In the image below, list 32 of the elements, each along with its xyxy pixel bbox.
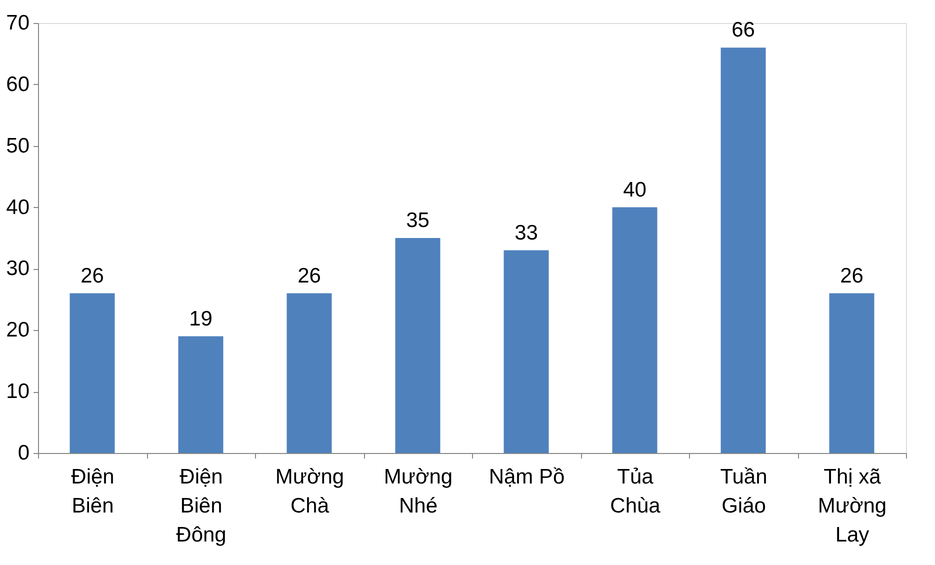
- y-tick-label: 60: [6, 72, 30, 96]
- data-label: 35: [406, 209, 430, 232]
- y-tick-label: 10: [6, 380, 30, 404]
- data-label: 26: [298, 264, 321, 288]
- x-tick-label: Thị xã Mường Lay: [818, 466, 887, 546]
- x-tick-label: Điện Biên Đông: [176, 466, 226, 546]
- x-tick-label: Điện Biên: [71, 466, 114, 518]
- data-label: 26: [840, 264, 864, 288]
- y-tick-label: 0: [18, 442, 30, 464]
- x-tick-label: Tuần Giáo: [720, 466, 768, 518]
- x-tick-label: Nậm Pồ: [488, 466, 565, 488]
- bar: [829, 293, 874, 453]
- data-label: 26: [80, 264, 104, 288]
- y-tick-label: 20: [6, 318, 30, 342]
- data-label: 66: [732, 18, 755, 42]
- bar: [178, 336, 224, 453]
- x-tick-label: Tủa Chùa: [610, 466, 661, 518]
- data-label: 19: [189, 307, 212, 330]
- y-tick-label: 40: [6, 196, 30, 219]
- x-tick-label: Mường Nhé: [384, 466, 453, 518]
- data-label: 33: [514, 221, 538, 244]
- x-tick-label: Mường Chà: [275, 466, 344, 518]
- bar: [286, 293, 332, 453]
- bar: [720, 48, 766, 453]
- y-tick-label: 70: [6, 12, 30, 34]
- bar: [70, 293, 115, 453]
- bar: [395, 238, 440, 453]
- data-label: 40: [623, 178, 646, 202]
- bar: [504, 250, 549, 453]
- bar: [612, 207, 658, 453]
- y-tick-label: 30: [6, 257, 30, 280]
- y-tick-label: 50: [6, 134, 30, 158]
